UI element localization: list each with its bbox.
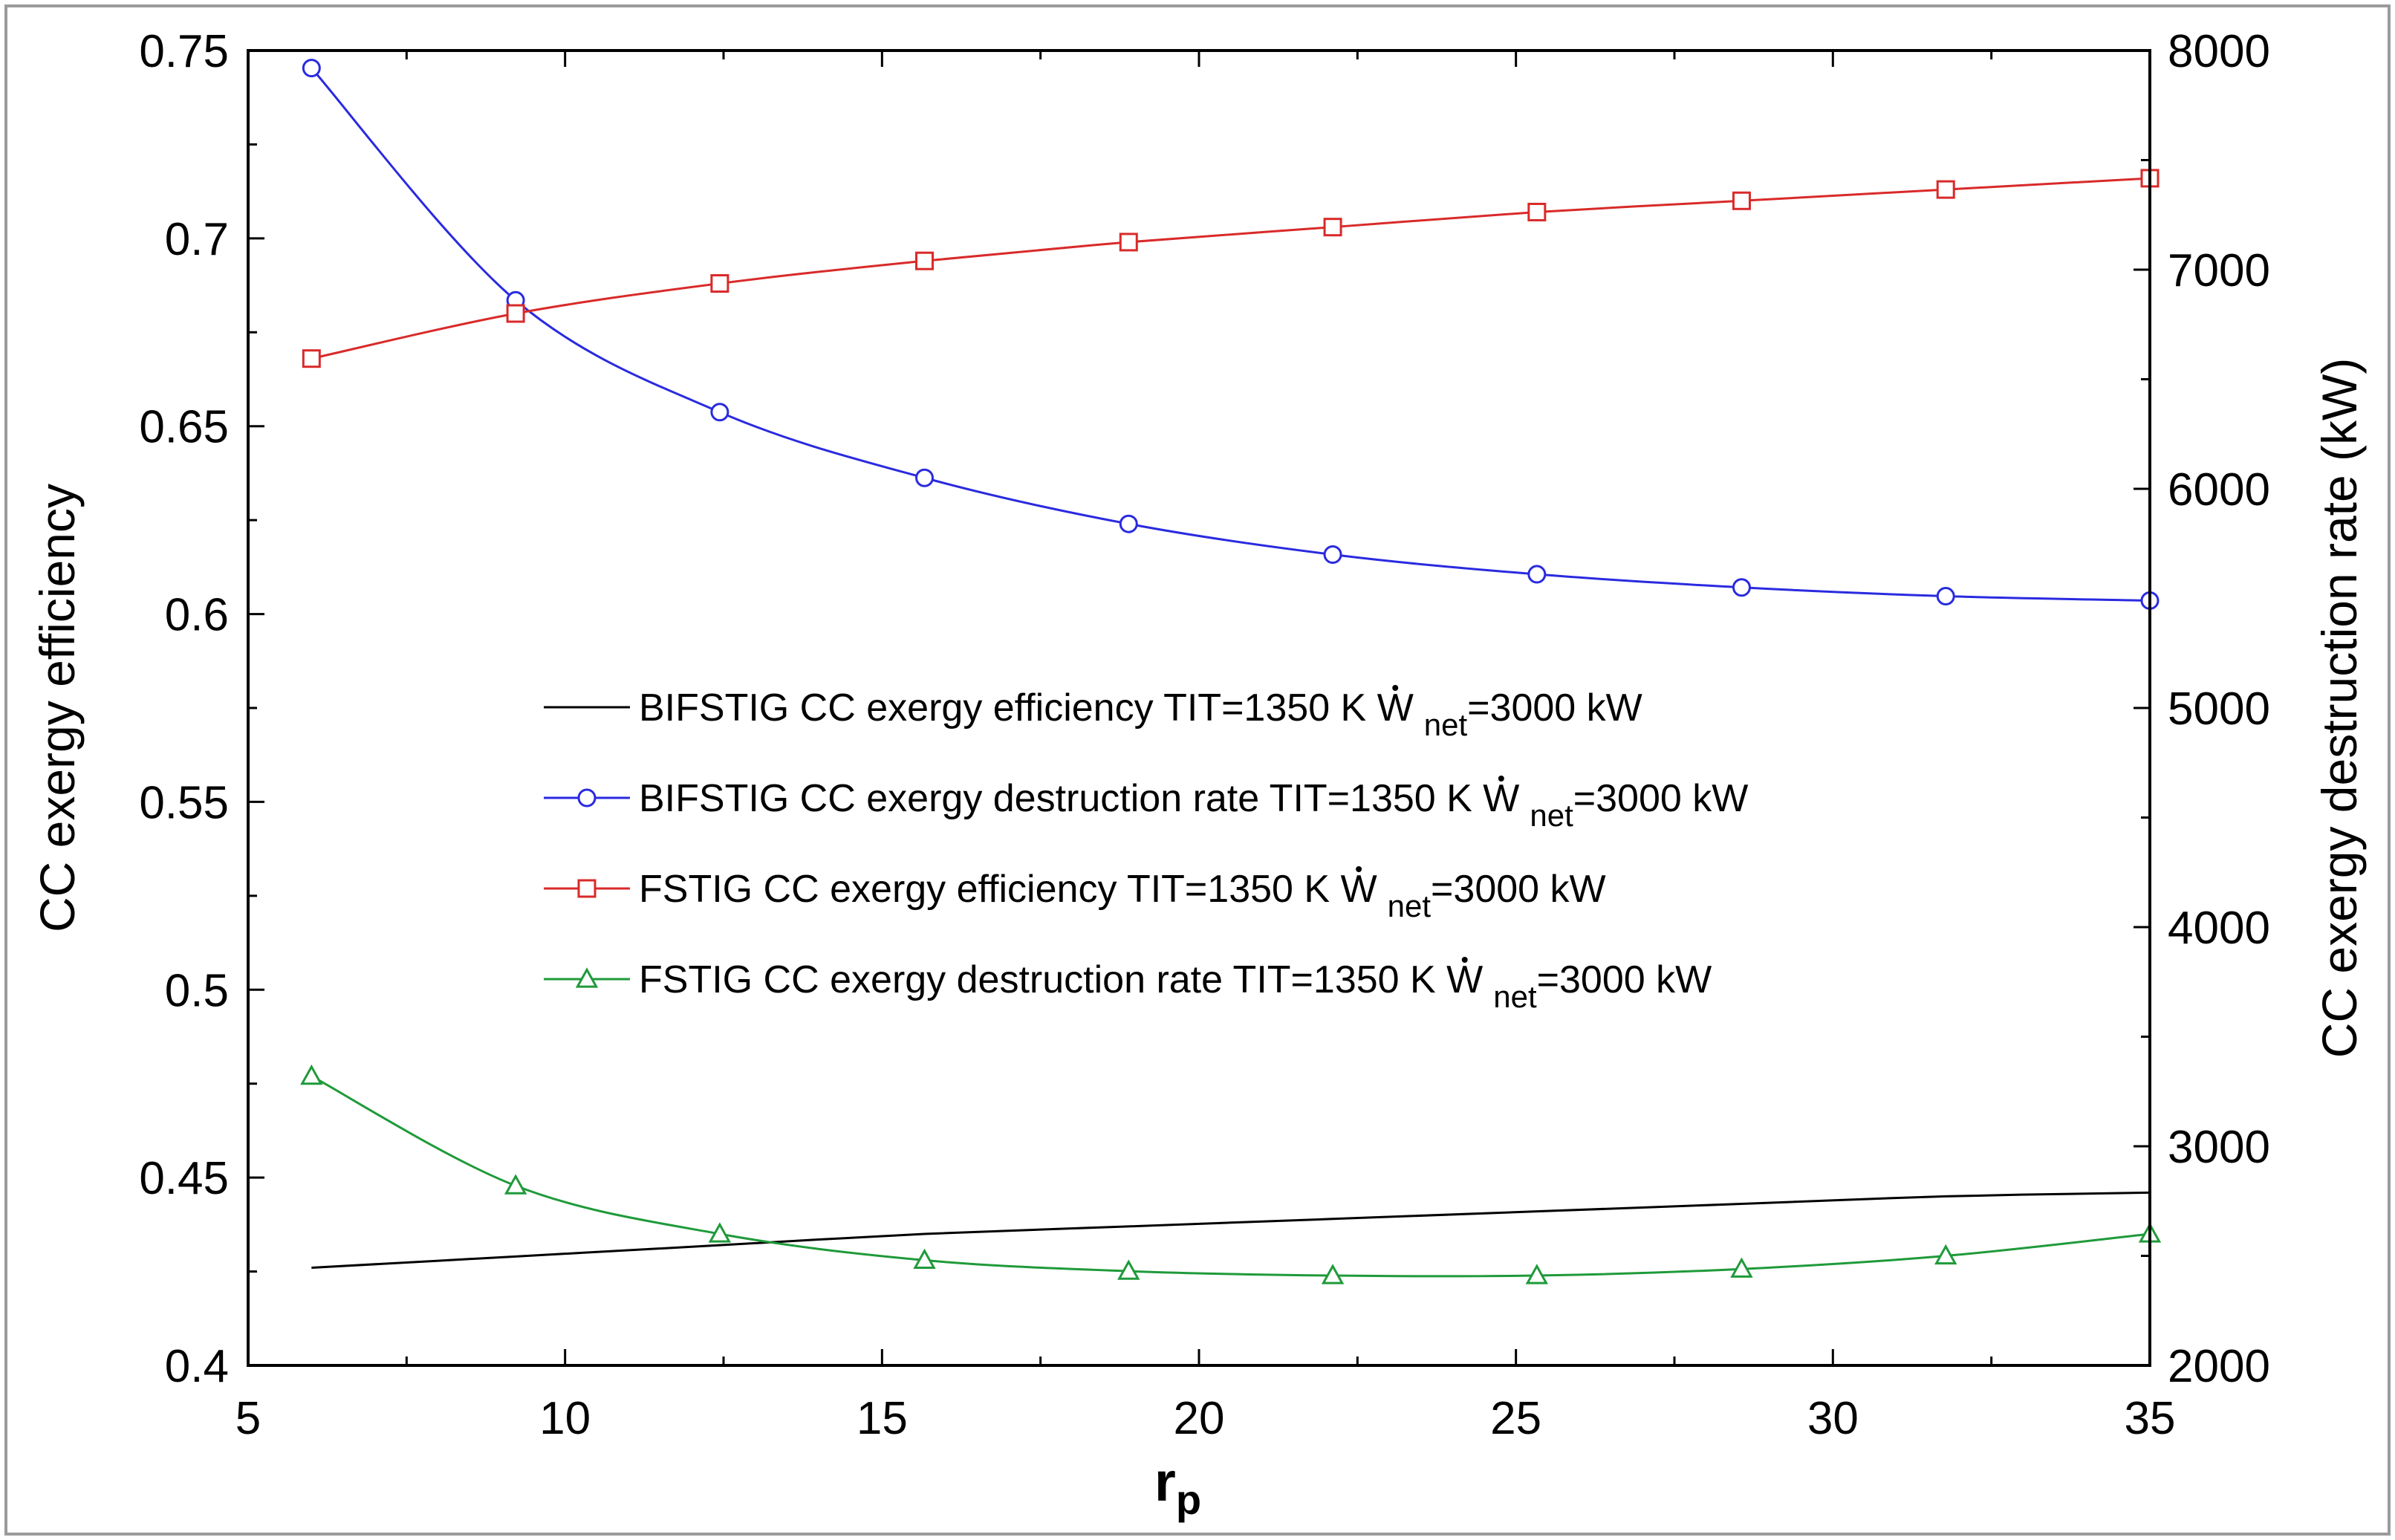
data-point-fstig-cc-exergy-efficiency: [302, 349, 321, 368]
data-point-fstig-cc-exergy-efficiency: [1936, 180, 1955, 199]
data-point-fstig-cc-exergy-destruction-rate: [1934, 1244, 1957, 1265]
legend-overdot: [1392, 685, 1399, 691]
legend-label-tail: =3000 kW: [1573, 777, 1749, 820]
legend-marker-fstig-cc-exergy-destruction-rate: [575, 967, 599, 988]
x-tick-label: 25: [1490, 1393, 1541, 1444]
series-line-bifstig-cc-exergy-efficiency: [311, 1191, 2151, 1270]
data-point-fstig-cc-exergy-efficiency: [1732, 191, 1751, 210]
legend-label-tail: =3000 kW: [1537, 958, 1712, 1001]
x-axis-title-main: r: [1154, 1451, 1176, 1513]
legend: BIFSTIG CC exergy efficiency TIT=1350 K …: [544, 685, 1748, 1014]
x-tick-label: 10: [539, 1393, 591, 1444]
legend-label-tail: =3000 kW: [1431, 868, 1606, 911]
legend-label-w-dot: W: [1483, 777, 1519, 820]
data-point-fstig-cc-exergy-destruction-rate: [300, 1064, 323, 1085]
y-right-axis-title: CC exergy destruction rate (kW): [2312, 358, 2367, 1059]
data-point-bifstig-cc-exergy-destruction-rate: [1732, 578, 1751, 597]
plot-area-border: [247, 49, 2151, 1367]
data-point-fstig-cc-exergy-destruction-rate: [1117, 1259, 1140, 1280]
x-tick-label: 35: [2125, 1393, 2176, 1444]
data-point-fstig-cc-exergy-efficiency: [915, 251, 935, 270]
y-left-tick-label: 0.5: [165, 965, 229, 1016]
legend-label-bifstig-cc-exergy-efficiency: BIFSTIG CC exergy efficiency TIT=1350 K …: [639, 686, 1642, 742]
data-point-fstig-cc-exergy-destruction-rate: [504, 1174, 527, 1195]
x-tick-label: 15: [857, 1393, 908, 1444]
legend-label-subscript: net: [1493, 979, 1537, 1014]
x-tick-label: 30: [1807, 1393, 1859, 1444]
axes-layer: 5 10 15 20 25 30 35 0.4 0.45 0.5 0.55 0.6 0.65 0.7 0.7…: [139, 26, 2270, 1444]
data-point-fstig-cc-exergy-efficiency: [1527, 202, 1547, 221]
data-point-fstig-cc-exergy-destruction-rate: [913, 1248, 936, 1270]
data-point-bifstig-cc-exergy-destruction-rate: [915, 468, 935, 487]
legend-label-w-dot: W: [1341, 868, 1377, 911]
legend-label-text: BIFSTIG CC exergy efficiency TIT=1350 K: [639, 686, 1377, 730]
data-point-bifstig-cc-exergy-destruction-rate: [710, 403, 729, 422]
x-tick-label: 5: [235, 1393, 261, 1444]
y-right-tick-label: 3000: [2168, 1122, 2270, 1173]
legend-label-w-dot: W: [1377, 686, 1414, 730]
legend-label-bifstig-cc-exergy-destruction-rate: BIFSTIG CC exergy destruction rate TIT=1…: [639, 777, 1748, 833]
series-line-fstig-cc-exergy-efficiency: [311, 177, 2151, 360]
y-left-tick-label: 0.45: [139, 1153, 229, 1204]
legend-overdot: [1498, 776, 1504, 782]
y-left-tick-label: 0.65: [139, 402, 229, 453]
y-right-tick-label: 8000: [2168, 26, 2270, 77]
legend-label-text: BIFSTIG CC exergy destruction rate TIT=1…: [639, 777, 1483, 820]
legend-label-tail: =3000 kW: [1467, 686, 1642, 730]
legend-label-text: FSTIG CC exergy efficiency TIT=1350 K: [639, 868, 1341, 911]
y-right-tick-label: 2000: [2168, 1341, 2270, 1392]
legend-overdot: [1461, 957, 1468, 963]
y-right-tick-label: 6000: [2168, 464, 2270, 516]
legend-label-fstig-cc-exergy-destruction-rate: FSTIG CC exergy destruction rate TIT=135…: [639, 958, 1712, 1014]
series-line-bifstig-cc-exergy-destruction-rate: [311, 67, 2151, 602]
y-left-axis-title: CC exergy efficiency: [30, 484, 85, 932]
x-tick-label: 20: [1174, 1393, 1225, 1444]
data-point-bifstig-cc-exergy-destruction-rate: [302, 59, 321, 78]
data-point-bifstig-cc-exergy-destruction-rate: [1119, 514, 1138, 533]
legend-marker-fstig-cc-exergy-efficiency: [577, 879, 597, 898]
legend-marker-bifstig-cc-exergy-destruction-rate: [577, 788, 597, 808]
data-point-fstig-cc-exergy-efficiency: [1119, 233, 1138, 252]
data-point-bifstig-cc-exergy-destruction-rate: [1936, 587, 1955, 606]
data-point-fstig-cc-exergy-destruction-rate: [708, 1222, 732, 1243]
data-point-fstig-cc-exergy-efficiency: [506, 304, 525, 323]
x-axis-title: rp: [1154, 1451, 1201, 1523]
y-right-tick-label: 7000: [2168, 245, 2270, 296]
legend-label-subscript: net: [1424, 707, 1468, 742]
y-left-tick-label: 0.7: [165, 214, 229, 265]
figure-frame: [4, 4, 2391, 1536]
x-axis-title-subscript: p: [1176, 1476, 1201, 1523]
y-left-tick-label: 0.4: [165, 1341, 229, 1392]
series-line-fstig-cc-exergy-destruction-rate: [311, 1075, 2151, 1278]
data-point-fstig-cc-exergy-destruction-rate: [1525, 1264, 1549, 1284]
y-left-tick-label: 0.6: [165, 590, 229, 641]
y-left-tick-label: 0.55: [139, 777, 229, 828]
data-point-fstig-cc-exergy-destruction-rate: [1730, 1257, 1753, 1278]
y-right-tick-label: 4000: [2168, 903, 2270, 954]
legend-overdot: [1356, 866, 1362, 872]
legend-label-w-dot: W: [1446, 958, 1483, 1001]
data-point-bifstig-cc-exergy-destruction-rate: [1527, 565, 1547, 584]
legend-label-subscript: net: [1530, 798, 1573, 833]
data-point-bifstig-cc-exergy-destruction-rate: [1323, 545, 1342, 564]
data-point-fstig-cc-exergy-destruction-rate: [1321, 1264, 1345, 1284]
data-point-fstig-cc-exergy-efficiency: [710, 274, 729, 293]
legend-label-text: FSTIG CC exergy destruction rate TIT=135…: [639, 958, 1446, 1001]
legend-label-subscript: net: [1388, 888, 1432, 923]
series-layer: [300, 59, 2162, 1284]
y-left-tick-label: 0.75: [139, 26, 229, 77]
data-point-fstig-cc-exergy-efficiency: [1323, 218, 1342, 237]
y-right-tick-label: 5000: [2168, 683, 2270, 735]
